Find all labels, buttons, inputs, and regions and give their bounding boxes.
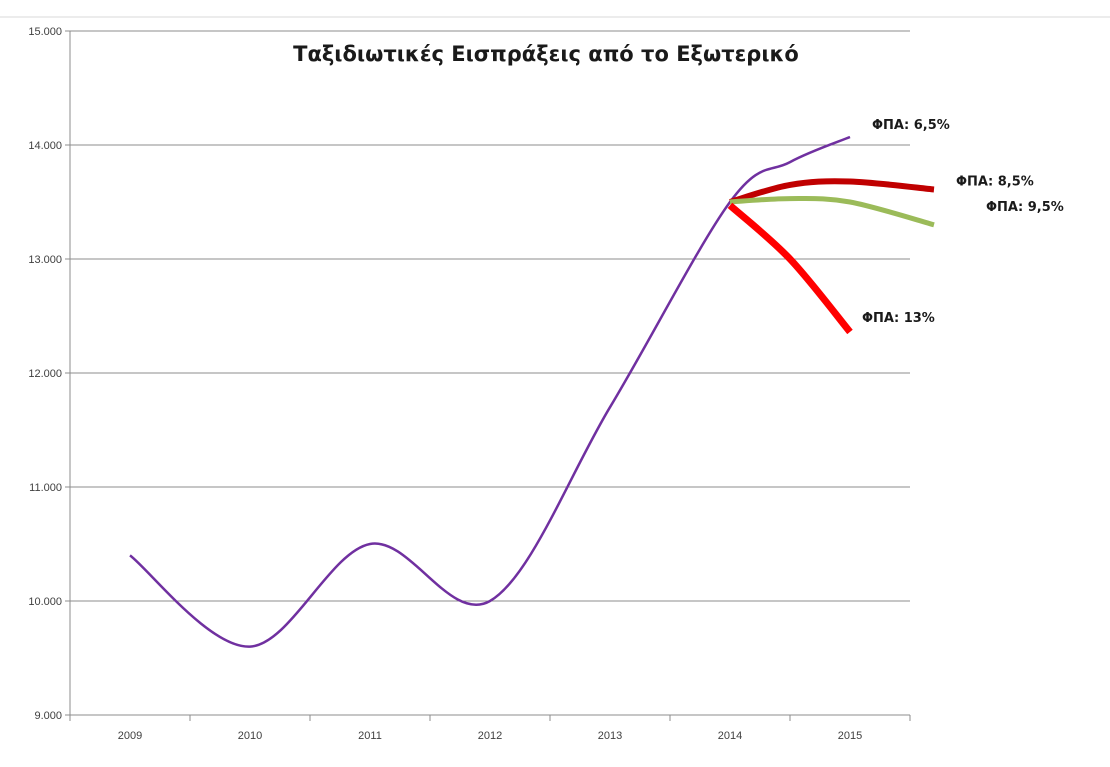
x-tick-label: 2011 <box>358 730 382 742</box>
series-line-1 <box>729 178 935 205</box>
y-tick-label: 14.000 <box>28 140 62 152</box>
y-tick-label: 13.000 <box>28 254 62 266</box>
gridlines <box>70 30 910 716</box>
series-label-1: ΦΠΑ: 8,5% <box>956 174 1034 189</box>
series-label-2: ΦΠΑ: 9,5% <box>986 200 1064 215</box>
y-tick-label: 11.000 <box>29 482 62 494</box>
x-tick-label: 2015 <box>838 730 862 742</box>
x-tick-label: 2012 <box>478 730 502 742</box>
series-line-2 <box>729 195 935 228</box>
y-axis-ticks: 9.000 10.000 11.000 12.000 13.000 14.000 15.00… <box>28 26 70 722</box>
x-tick-label: 2013 <box>598 730 622 742</box>
y-tick-label: 10.000 <box>28 596 62 608</box>
series-group <box>129 135 935 648</box>
x-tick-label: 2014 <box>718 730 742 742</box>
y-tick-label: 9.000 <box>34 710 62 722</box>
series-labels: ΦΠΑ: 6,5% ΦΠΑ: 8,5% ΦΠΑ: 9,5% ΦΠΑ: 13% <box>862 118 1064 326</box>
series-line-3 <box>727 202 853 335</box>
x-tick-label: 2010 <box>238 730 262 742</box>
series-label-0: ΦΠΑ: 6,5% <box>872 118 950 133</box>
y-tick-label: 12.000 <box>28 368 62 380</box>
y-tick-label: 15.000 <box>28 26 62 38</box>
series-line-0 <box>129 135 851 648</box>
series-label-3: ΦΠΑ: 13% <box>862 311 935 326</box>
chart-title: Ταξιδιωτικές Εισπράξεις από το Εξωτερικό <box>293 42 799 66</box>
x-tick-label: 2009 <box>118 730 142 742</box>
x-axis-ticks: 2009 2010 2011 2012 2013 2014 2015 <box>69 715 911 742</box>
